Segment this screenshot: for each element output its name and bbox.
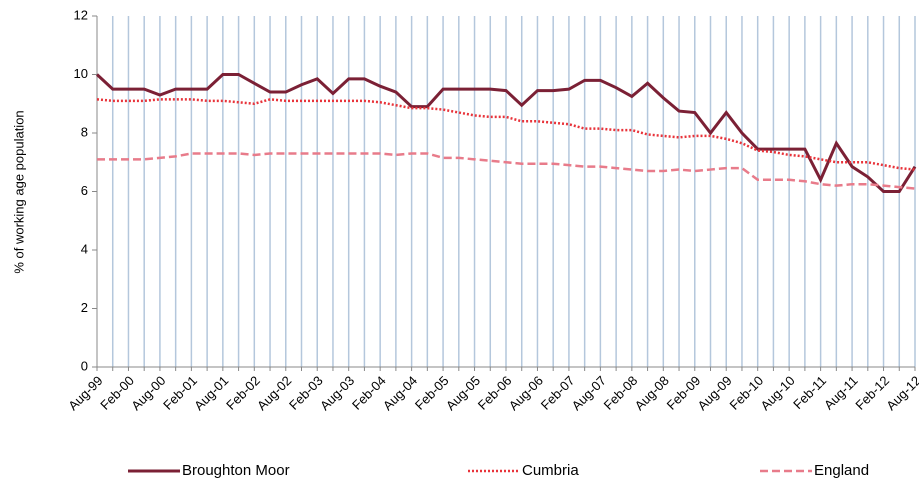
y-tick-label: 0 [81, 358, 88, 373]
x-tick-label: Aug-10 [757, 373, 797, 413]
x-tick-label: Aug-99 [65, 373, 105, 413]
y-tick-label: 6 [81, 183, 88, 198]
y-tick-label: 8 [81, 124, 88, 139]
x-tick-label: Aug-02 [254, 373, 294, 413]
x-tick-label: Aug-12 [883, 373, 919, 413]
line-series [96, 98, 916, 171]
x-tick-label: Aug-04 [380, 373, 420, 413]
y-tick-label: 12 [74, 7, 88, 22]
x-tick-label: Aug-05 [443, 373, 483, 413]
x-tick-label: Feb-11 [790, 373, 829, 412]
x-tick-label: Aug-11 [821, 373, 861, 413]
x-tick-label: Aug-03 [317, 373, 357, 413]
x-tick-label: Aug-00 [128, 373, 168, 413]
x-tick-label: Aug-08 [632, 373, 672, 413]
y-axis-label: % of working age population [11, 110, 26, 273]
y-tick-label: 10 [74, 66, 88, 81]
y-tick-label: 2 [81, 300, 88, 315]
x-tick-label: Aug-01 [191, 373, 231, 413]
legend-label: England [814, 462, 869, 479]
x-tick-label: Aug-06 [506, 373, 546, 413]
x-tick-label: Aug-07 [569, 373, 609, 413]
legend-label: Broughton Moor [182, 462, 290, 479]
legend-label: Cumbria [522, 462, 579, 479]
line-series [95, 73, 917, 193]
x-tick-label: Aug-09 [695, 373, 735, 413]
y-tick-label: 4 [81, 241, 88, 256]
line-series [97, 152, 916, 190]
